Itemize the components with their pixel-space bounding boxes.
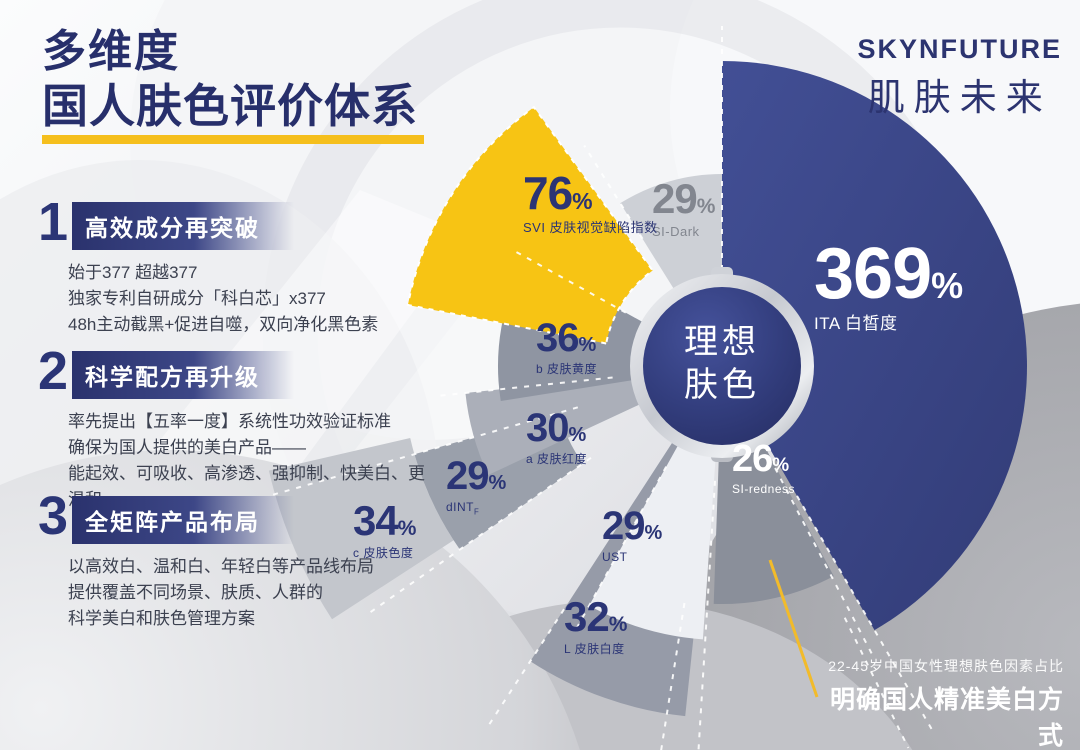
section-3-line-2: 提供覆盖不同场景、肤质、人群的 (68, 583, 323, 602)
separator-dash-2 (843, 617, 910, 749)
label-l-whiteness-value: 32 (564, 593, 610, 640)
label-ita-name: ITA 白皙度 (814, 314, 898, 333)
title-line-1: 多维度 (42, 27, 180, 76)
section-1-line-3: 48h主动截黑+促进自噬，双向净化黑色素 (68, 315, 379, 334)
label-l-whiteness-unit: % (608, 613, 628, 636)
label-dint: 29% dINTF (446, 456, 506, 516)
label-si-dark: 29% SI-Dark (652, 175, 716, 239)
label-c-chroma-value: 34 (353, 497, 399, 544)
label-dint-value: 29 (446, 454, 489, 498)
section-3-number: 3 (38, 486, 69, 546)
label-ita: 369% ITA 白皙度 (814, 238, 963, 332)
label-svi-value: 76 (523, 167, 573, 219)
label-a-redness-unit: % (568, 424, 587, 446)
section-2: 2 科学配方再升级 率先提出【五率一度】系统性功效验证标准 确保为国人提供的美白… (38, 341, 438, 513)
label-c-chroma: 34% c 皮肤色度 (353, 497, 417, 560)
title-line-2: 国人肤色评价体系 (42, 79, 418, 132)
brand-name-cn: 肌肤未来 (867, 77, 1052, 118)
section-2-heading: 科学配方再升级 (72, 351, 295, 399)
section-1-line-1: 始于377 超越377 (68, 263, 198, 282)
section-1: 1 高效成分再突破 始于377 超越377 独家专利自研成分「科白芯」x377 … (38, 192, 438, 338)
label-c-chroma-unit: % (397, 517, 417, 540)
label-a-redness: 30% a 皮肤红度 (526, 408, 587, 465)
label-b-yellowness-name: b 皮肤黄度 (536, 362, 598, 376)
label-svi-name: SVI 皮肤视觉缺陷指数 (523, 220, 658, 235)
section-3: 3 全矩阵产品布局 以高效白、温和白、年轻白等产品线布局 提供覆盖不同场景、肤质… (38, 486, 438, 632)
label-c-chroma-name: c 皮肤色度 (353, 546, 414, 560)
label-l-whiteness-name: L 皮肤白度 (564, 642, 625, 656)
wedge-ita (722, 61, 1027, 631)
section-1-body: 始于377 超越377 独家专利自研成分「科白芯」x377 48h主动截黑+促进… (68, 260, 438, 338)
label-svi-unit: % (572, 188, 593, 214)
chart-separator-dashes (269, 26, 936, 750)
section-2-number: 2 (38, 341, 69, 401)
section-3-line-3: 科学美白和肤色管理方案 (68, 609, 255, 628)
label-b-yellowness-value: 36 (536, 316, 579, 360)
section-3-heading: 全矩阵产品布局 (72, 496, 295, 544)
label-a-redness-value: 30 (526, 406, 569, 450)
medallion-core (643, 287, 801, 445)
brand-logo: SKYNFUTURE 肌肤未来 (857, 34, 1062, 121)
section-1-line-2: 独家专利自研成分「科白芯」x377 (68, 289, 326, 308)
label-si-redness-value: 26 (732, 438, 773, 480)
center-label-line-2: 肤色 (684, 366, 760, 404)
wedge-c-chroma (268, 437, 454, 620)
label-si-redness-unit: % (772, 455, 790, 476)
separator-dash-9 (269, 406, 579, 497)
caption-callout-line (768, 559, 819, 698)
caption-block: 22-45岁中国女性理想肤色因素占比 明确国人精准美白方式 (806, 656, 1064, 750)
label-ita-value: 369 (814, 234, 932, 314)
label-si-dark-unit: % (696, 195, 716, 218)
label-ita-unit: % (931, 265, 964, 306)
label-ust: 29% UST (602, 506, 662, 563)
title-underline (42, 135, 424, 145)
label-ust-value: 29 (602, 504, 645, 548)
label-ust-unit: % (644, 522, 663, 544)
wedge-svi (406, 105, 655, 345)
center-label: 理想 肤色 (642, 321, 802, 407)
center-medallion (630, 267, 814, 462)
label-b-yellowness: 36% b 皮肤黄度 (536, 318, 597, 375)
separator-dash-1 (796, 495, 936, 735)
label-si-dark-name: SI-Dark (652, 224, 700, 239)
section-2-line-1: 率先提出【五率一度】系统性功效验证标准 (68, 412, 391, 431)
label-l-whiteness: 32% L 皮肤白度 (564, 593, 628, 656)
section-1-number: 1 (38, 192, 69, 252)
section-2-body: 率先提出【五率一度】系统性功效验证标准 确保为国人提供的美白产品—— 能起效、可… (68, 409, 438, 513)
caption-title: 明确国人精准美白方式 (829, 686, 1064, 750)
label-a-redness-name: a 皮肤红度 (526, 452, 588, 466)
label-svi: 76% SVI 皮肤视觉缺陷指数 (523, 170, 658, 234)
separator-dash-8 (369, 456, 592, 614)
section-1-heading: 高效成分再突破 (72, 202, 295, 250)
section-2-line-2: 确保为国人提供的美白产品—— (68, 438, 306, 457)
label-b-yellowness-unit: % (578, 334, 597, 356)
caption-subtitle: 22-45岁中国女性理想肤色因素占比 (828, 658, 1064, 674)
section-3-line-1: 以高效白、温和白、年轻白等产品线布局 (68, 557, 374, 576)
label-ust-name: UST (602, 550, 628, 564)
section-3-body: 以高效白、温和白、年轻白等产品线布局 提供覆盖不同场景、肤质、人群的 科学美白和… (68, 554, 438, 632)
label-dint-unit: % (488, 472, 507, 494)
separator-dash-11 (511, 248, 627, 314)
label-si-redness-name: SI-redness (732, 482, 796, 496)
page-title: 多维度 国人肤色评价体系 (42, 27, 424, 145)
brand-name-en: SKYNFUTURE (857, 34, 1062, 64)
label-dint-name: dINTF (446, 500, 480, 517)
label-si-dark-value: 29 (652, 175, 698, 222)
label-si-redness: 26% SI-redness (732, 440, 795, 495)
center-label-line-1: 理想 (684, 323, 760, 361)
